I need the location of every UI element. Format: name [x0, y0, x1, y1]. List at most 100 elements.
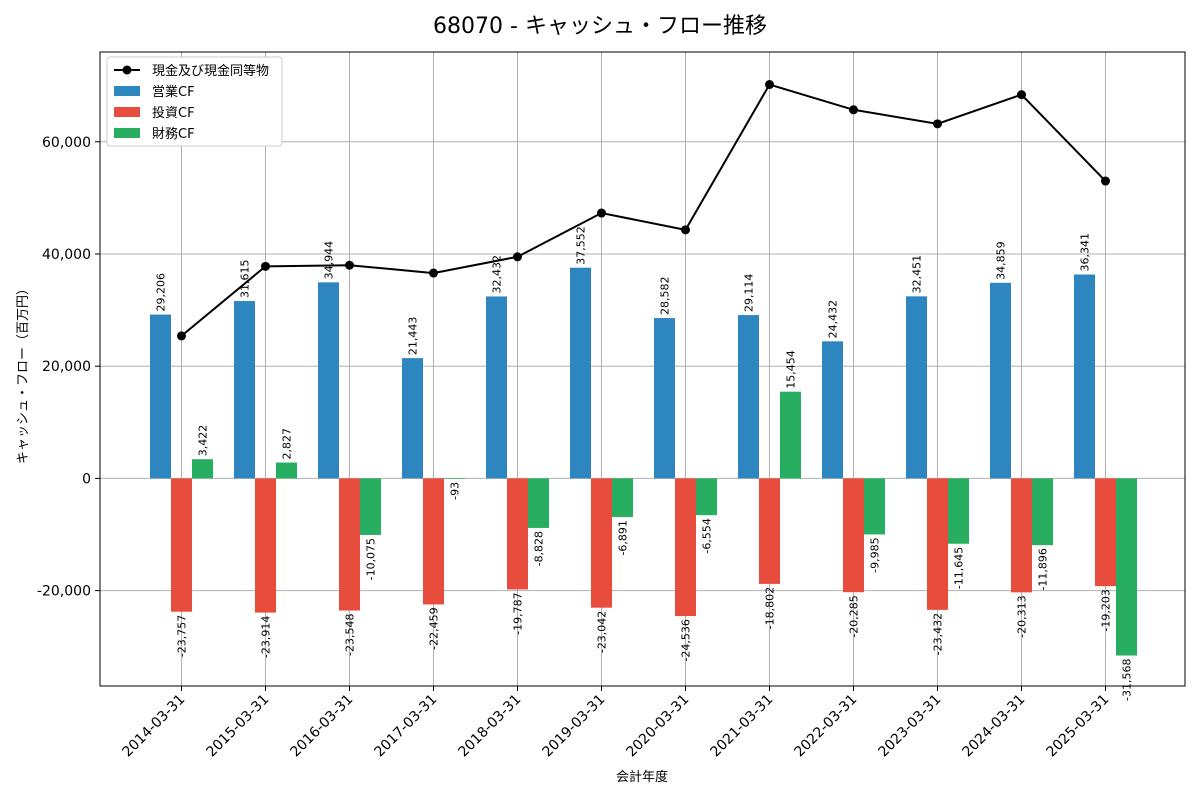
x-tick-label: 2023-03-31: [875, 692, 944, 761]
x-tick-label: 2021-03-31: [707, 692, 776, 761]
x-tick-label: 2014-03-31: [119, 692, 188, 761]
legend-swatch: [114, 86, 140, 96]
bar-value-label: 29,206: [155, 273, 168, 312]
bars-group: [150, 267, 1137, 656]
bar-financing: [948, 478, 969, 544]
bar-financing: [528, 478, 549, 528]
legend-label: 営業CF: [152, 84, 195, 100]
bar-value-label: -6,554: [701, 518, 714, 553]
bar-value-label: -8,828: [533, 531, 546, 566]
bar-value-label: -23,914: [260, 616, 273, 658]
bar-value-label: -23,757: [176, 615, 189, 657]
bar-investing: [255, 478, 276, 613]
bar-value-label: -22,459: [428, 607, 441, 649]
legend-label: 現金及び現金同等物: [152, 63, 269, 79]
bar-investing: [423, 478, 444, 605]
x-tick-label: 2019-03-31: [539, 692, 608, 761]
bar-value-label: -11,645: [953, 547, 966, 589]
legend-box: [106, 56, 283, 147]
bar-value-label: 32,451: [911, 255, 924, 294]
bar-value-label: 37,552: [575, 226, 588, 265]
cash-line: [180, 83, 1107, 337]
bar-investing: [843, 478, 864, 593]
x-tick-label: 2022-03-31: [791, 692, 860, 761]
bar-financing: [360, 478, 381, 535]
bar-value-label: -23,548: [344, 614, 357, 656]
chart-title: 68070 - キャッシュ・フロー推移: [433, 14, 767, 39]
cash-line-point: [1017, 90, 1026, 100]
bar-financing: [192, 459, 213, 479]
bar-operating: [234, 301, 255, 479]
x-tick-label: 2025-03-31: [1043, 692, 1112, 761]
bar-operating: [150, 314, 171, 479]
bar-financing: [696, 478, 717, 516]
bar-value-label: -31,568: [1121, 659, 1134, 701]
bar-value-label: 3,422: [197, 425, 210, 457]
bar-value-label: -19,203: [1100, 589, 1113, 631]
legend-label: 投資CF: [152, 105, 195, 121]
y-tick-label: 60,000: [42, 135, 91, 151]
bar-value-label: -23,432: [932, 613, 945, 655]
bar-value-label: -6,891: [617, 520, 630, 555]
bar-operating: [1074, 274, 1095, 479]
cash-line-point: [177, 331, 186, 341]
bar-value-label: -19,787: [512, 592, 525, 634]
legend-swatch: [114, 107, 140, 117]
cash-line-point: [681, 225, 690, 235]
bar-value-label: -10,075: [365, 538, 378, 580]
bar-financing: [1116, 478, 1137, 656]
plot-frame: [99, 51, 1186, 687]
cash-line-point: [1101, 176, 1110, 186]
cash-line-point: [345, 260, 354, 270]
y-tick-label: 20,000: [42, 359, 91, 375]
y-tick-label: 0: [82, 471, 91, 487]
y-tick-label: 40,000: [42, 247, 91, 263]
bar-operating: [402, 358, 423, 479]
bar-investing: [759, 478, 780, 584]
cash-line-point: [849, 105, 858, 115]
bar-value-label: -18,802: [764, 587, 777, 629]
bar-investing: [1095, 478, 1116, 587]
bar-operating: [486, 296, 507, 479]
bar-operating: [990, 282, 1011, 479]
bar-value-label: -93: [449, 482, 462, 500]
bar-value-label: -20,313: [1016, 595, 1029, 637]
bar-value-label: -9,985: [869, 537, 882, 572]
bar-financing: [444, 478, 465, 479]
bar-labels-group: 29,206 31,615 34,944 21,443 32,432 37,552 28,5…: [155, 226, 1134, 701]
bar-value-label: -23,042: [596, 611, 609, 653]
bar-value-label: -20,285: [848, 595, 861, 637]
cash-line-group: [177, 80, 1110, 341]
bar-operating: [654, 318, 675, 479]
bar-value-label: 2,827: [281, 428, 294, 460]
cash-line-point: [933, 119, 942, 129]
bar-financing: [612, 478, 633, 518]
bar-value-label: 34,944: [323, 241, 336, 280]
x-tick-label: 2024-03-31: [959, 692, 1028, 761]
bar-financing: [1032, 478, 1053, 546]
bar-value-label: 28,582: [659, 277, 672, 316]
bar-value-label: 32,432: [491, 255, 504, 294]
bar-financing: [780, 391, 801, 479]
bar-operating: [822, 341, 843, 479]
bar-operating: [318, 282, 339, 479]
bar-financing: [864, 478, 885, 535]
bar-operating: [906, 296, 927, 479]
bar-financing: [276, 462, 297, 479]
legend-swatch: [114, 128, 140, 138]
x-axis-label: 会計年度: [616, 769, 668, 785]
cash-line-point: [513, 252, 522, 262]
bar-investing: [927, 478, 948, 610]
bar-value-label: 24,432: [827, 300, 840, 339]
bar-value-label: 31,615: [239, 260, 252, 299]
x-tick-label: 2020-03-31: [623, 692, 692, 761]
bar-investing: [675, 478, 696, 617]
bar-investing: [507, 478, 528, 590]
bar-value-label: 21,443: [407, 317, 420, 356]
x-tick-label: 2018-03-31: [455, 692, 524, 761]
cash-line-point: [261, 261, 270, 271]
x-tick-label: 2017-03-31: [371, 692, 440, 761]
cash-line-point: [597, 208, 606, 218]
